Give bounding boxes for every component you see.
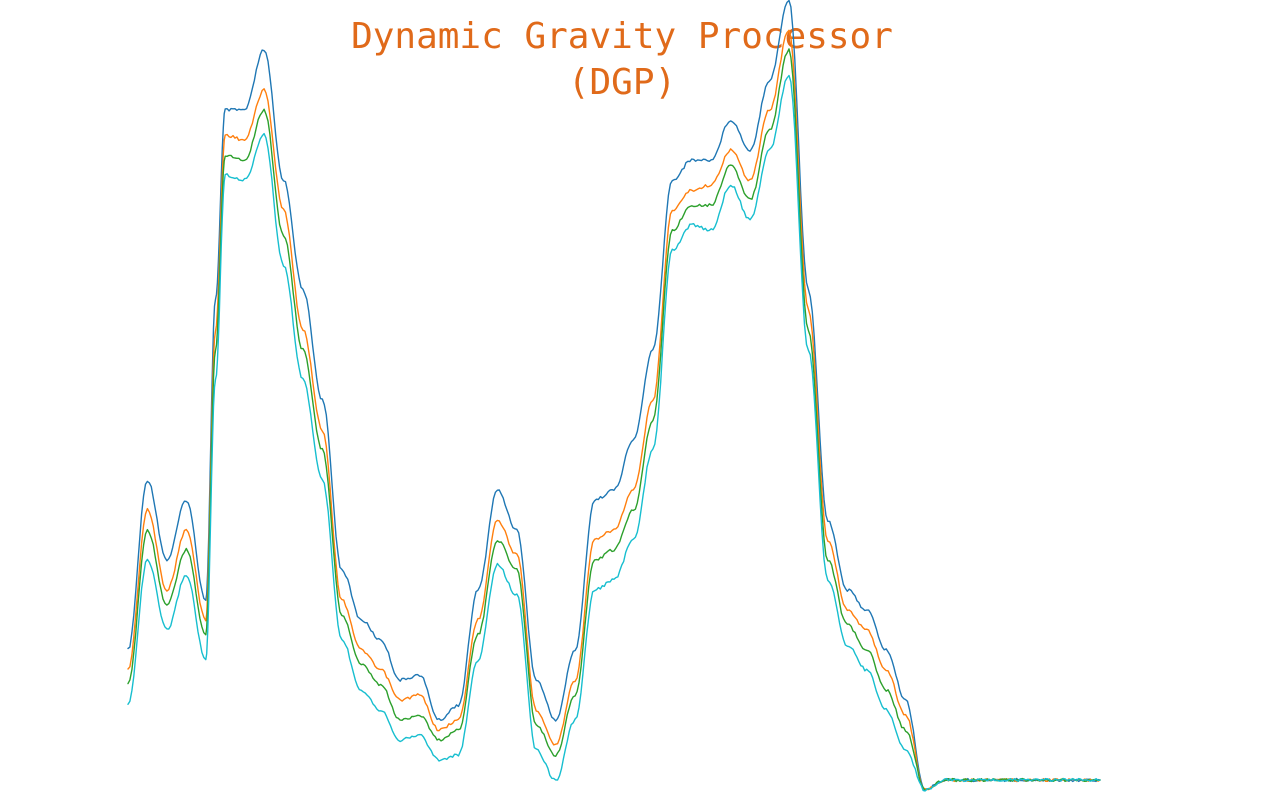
series-line-3: [127, 48, 1101, 792]
series-line-2: [127, 29, 1101, 791]
series-line-1: [127, 0, 1101, 791]
series-line-4: [127, 74, 1101, 792]
series-group: [127, 0, 1101, 792]
chart-title: Dynamic Gravity Processor (DGP): [351, 16, 893, 103]
